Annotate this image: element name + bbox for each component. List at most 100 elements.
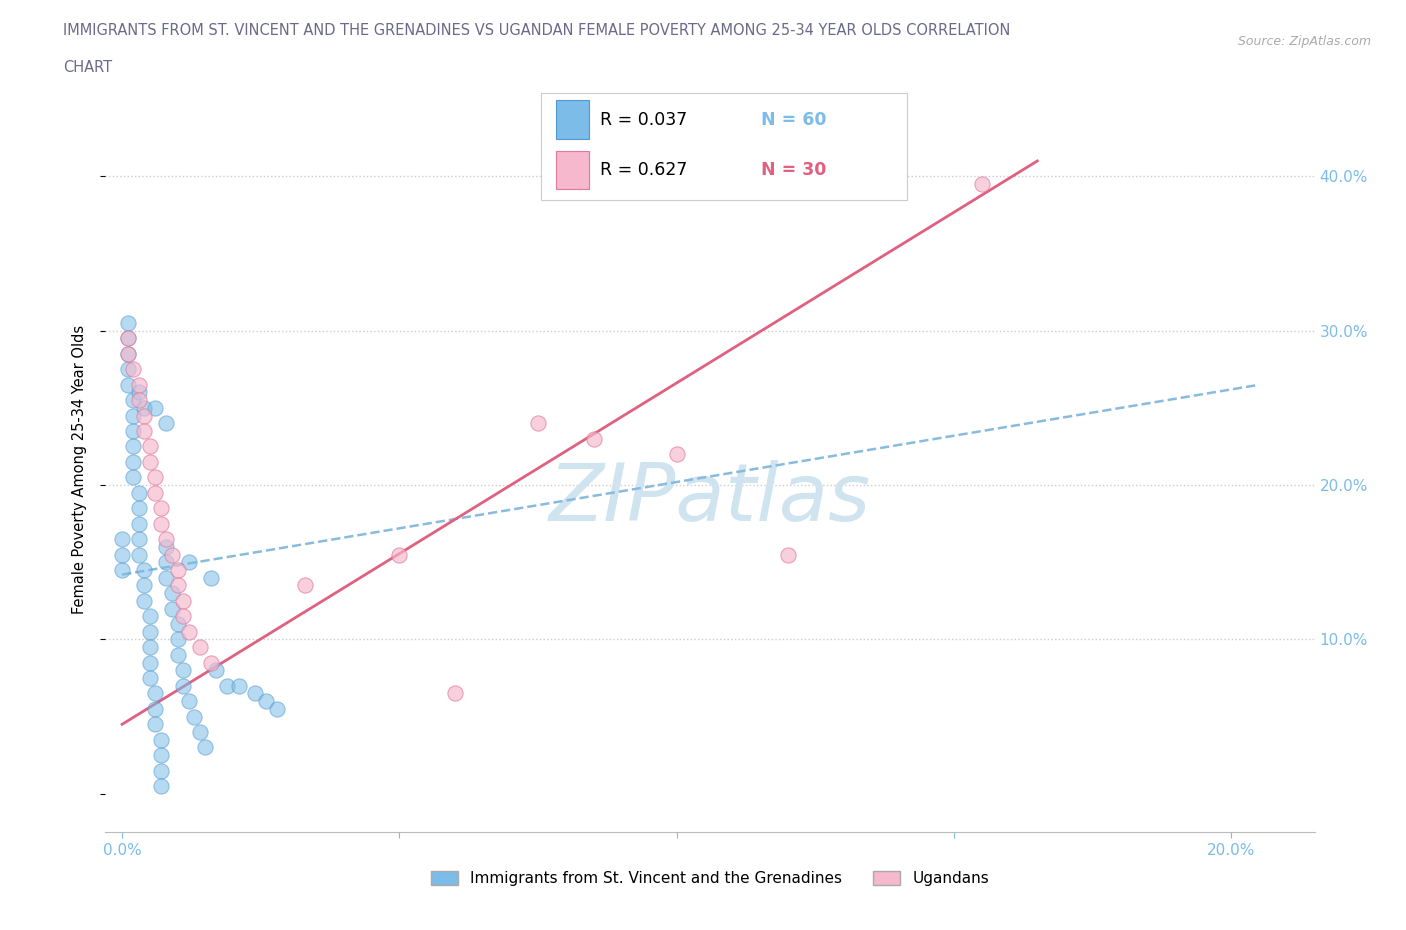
Point <box>117 331 139 346</box>
Point <box>155 539 177 554</box>
Point <box>527 416 550 431</box>
Point <box>166 647 188 662</box>
Text: R = 0.037: R = 0.037 <box>600 111 688 128</box>
Point <box>155 416 177 431</box>
Point <box>128 392 150 407</box>
Point <box>128 485 150 500</box>
Point <box>111 563 134 578</box>
Point <box>145 470 167 485</box>
Point <box>128 500 150 515</box>
Point <box>665 446 688 461</box>
Point <box>134 578 156 592</box>
Point <box>117 378 139 392</box>
Point <box>122 392 145 407</box>
Point <box>160 601 183 616</box>
Point <box>388 547 411 562</box>
Point <box>172 678 194 693</box>
Text: N = 30: N = 30 <box>761 161 825 179</box>
Point <box>117 362 139 377</box>
Point <box>177 624 200 639</box>
Point <box>111 547 134 562</box>
Point <box>194 740 217 755</box>
Point <box>117 347 139 362</box>
Point <box>145 401 167 416</box>
FancyBboxPatch shape <box>555 151 589 190</box>
Text: IMMIGRANTS FROM ST. VINCENT AND THE GRENADINES VS UGANDAN FEMALE POVERTY AMONG 2: IMMIGRANTS FROM ST. VINCENT AND THE GREN… <box>63 23 1011 38</box>
Point <box>128 385 150 400</box>
Point <box>172 609 194 624</box>
Point <box>139 455 162 470</box>
Point <box>117 347 139 362</box>
Legend: Immigrants from St. Vincent and the Grenadines, Ugandans: Immigrants from St. Vincent and the Gren… <box>430 871 990 886</box>
Text: CHART: CHART <box>63 60 112 75</box>
Point <box>128 378 150 392</box>
Point <box>177 555 200 570</box>
Point <box>172 593 194 608</box>
Point <box>139 655 162 670</box>
Point <box>205 663 228 678</box>
FancyBboxPatch shape <box>541 93 907 200</box>
Point <box>149 516 172 531</box>
Point <box>122 408 145 423</box>
Point <box>145 717 167 732</box>
Point <box>122 439 145 454</box>
Point <box>134 424 156 439</box>
Point <box>122 362 145 377</box>
Point <box>128 532 150 547</box>
Point <box>145 686 167 701</box>
Point <box>139 609 162 624</box>
Point <box>139 671 162 685</box>
Point <box>183 710 205 724</box>
Point <box>155 555 177 570</box>
Point <box>166 632 188 647</box>
Point <box>134 563 156 578</box>
Point <box>145 485 167 500</box>
Point <box>155 532 177 547</box>
Point <box>166 563 188 578</box>
Point <box>134 408 156 423</box>
Point <box>177 694 200 709</box>
Point <box>134 401 156 416</box>
Text: ZIPatlas: ZIPatlas <box>548 459 872 538</box>
Point <box>128 547 150 562</box>
Point <box>155 570 177 585</box>
Point <box>172 663 194 678</box>
Point <box>200 655 222 670</box>
FancyBboxPatch shape <box>555 100 589 139</box>
Point <box>444 686 467 701</box>
Point <box>160 547 183 562</box>
Point <box>149 500 172 515</box>
Point <box>200 570 222 585</box>
Point <box>228 678 250 693</box>
Point <box>582 432 605 446</box>
Point <box>160 586 183 601</box>
Point <box>970 177 993 192</box>
Point <box>128 516 150 531</box>
Text: R = 0.627: R = 0.627 <box>600 161 688 179</box>
Point <box>188 724 211 739</box>
Point <box>294 578 316 592</box>
Point <box>122 470 145 485</box>
Point <box>149 748 172 763</box>
Point <box>776 547 799 562</box>
Point <box>149 764 172 778</box>
Point <box>166 617 188 631</box>
Point <box>145 701 167 716</box>
Point <box>188 640 211 655</box>
Point <box>117 331 139 346</box>
Point <box>149 778 172 793</box>
Point <box>245 686 267 701</box>
Point <box>111 532 134 547</box>
Point <box>166 578 188 592</box>
Point <box>117 315 139 330</box>
Point <box>139 640 162 655</box>
Point <box>266 701 288 716</box>
Point <box>254 694 277 709</box>
Point <box>139 439 162 454</box>
Point <box>122 424 145 439</box>
Text: N = 60: N = 60 <box>761 111 827 128</box>
Point <box>217 678 239 693</box>
Point <box>122 455 145 470</box>
Point <box>139 624 162 639</box>
Point <box>149 732 172 747</box>
